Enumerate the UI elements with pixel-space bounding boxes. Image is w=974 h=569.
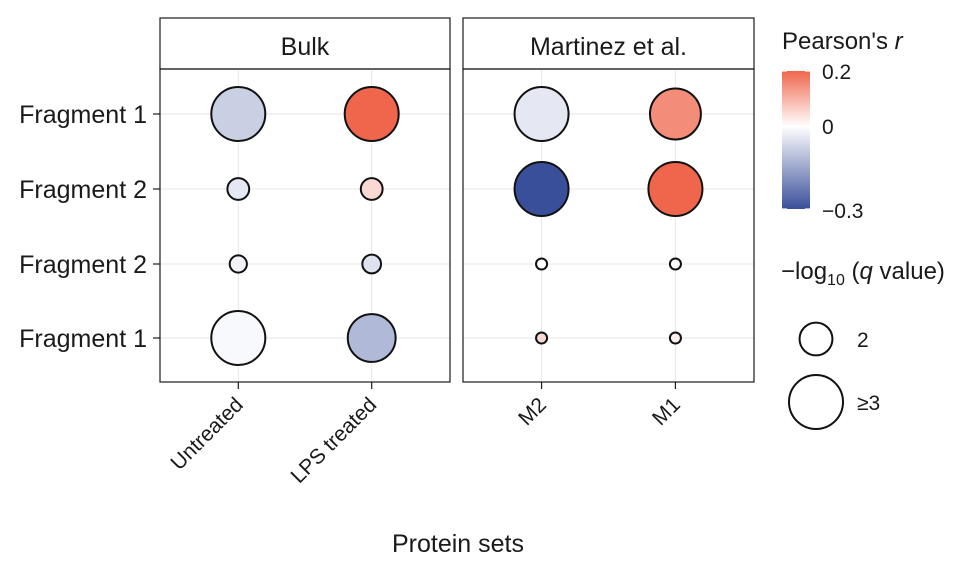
data-point (668, 257, 682, 271)
size-legend-title-part: 10 (827, 272, 845, 289)
panel-border (159, 68, 451, 383)
size-legend-title: −log10 (q value) (781, 258, 945, 289)
data-point (228, 254, 248, 274)
data-point (668, 331, 682, 345)
x-tick-label: LPS treated (287, 393, 382, 488)
data-point (210, 86, 267, 142)
size-legend-title-part: −log (781, 258, 827, 285)
data-point (535, 331, 549, 345)
data-point (513, 86, 570, 142)
data-point (513, 161, 570, 217)
x-tick-label: M2 (514, 393, 551, 430)
panel-border (462, 68, 755, 383)
color-bar-tick-label: 0.2 (822, 61, 851, 84)
data-point (535, 257, 549, 271)
size-legend-circle (788, 374, 844, 430)
facet-strip (159, 17, 451, 70)
size-legend-title-part: ( (845, 258, 860, 285)
color-legend-title-italic: r (895, 28, 904, 55)
y-tick-label: Fragment 1 (19, 101, 147, 129)
size-legend-label: 2 (857, 329, 869, 352)
color-bar-tick-label: −0.3 (822, 200, 863, 223)
data-point (343, 86, 400, 142)
color-legend-title: Pearson's r (782, 28, 904, 55)
size-legend-title-part: value) (873, 258, 945, 285)
legend: Pearson's r 0.2 0 −0.3 −log10 (q value) 2 ≥3 (781, 28, 945, 430)
data-point (647, 161, 704, 217)
y-tick-label: Fragment 2 (19, 251, 147, 279)
x-tick-label: M1 (648, 393, 685, 430)
data-point (359, 177, 384, 201)
color-bar-tick-label: 0 (822, 116, 834, 139)
size-legend-circle (798, 321, 834, 357)
size-legend-title-part: q (860, 258, 874, 285)
facet-panel: Martinez et al. M2 M1 (462, 17, 755, 430)
y-tick-label: Fragment 2 (19, 176, 147, 204)
facet-strip (462, 17, 755, 70)
x-axis-label: Protein sets (392, 530, 524, 558)
y-axis: Fragment 1 Fragment 2 Fragment 2 Fragment 1 (19, 101, 160, 353)
facet-title: Bulk (281, 33, 330, 61)
size-legend-label: ≥3 (857, 392, 880, 415)
color-bar (782, 71, 810, 209)
data-point (210, 310, 267, 366)
color-legend-title-main: Pearson's (782, 28, 895, 55)
y-tick-label: Fragment 1 (19, 325, 147, 353)
data-point (226, 177, 251, 201)
facet-title: Martinez et al. (530, 33, 687, 61)
x-tick-label: Untreated (166, 393, 247, 474)
facet-panel: Bulk Untreated LPS treated (159, 17, 451, 488)
data-point (648, 87, 702, 141)
data-point (346, 313, 397, 363)
data-point (361, 253, 383, 275)
